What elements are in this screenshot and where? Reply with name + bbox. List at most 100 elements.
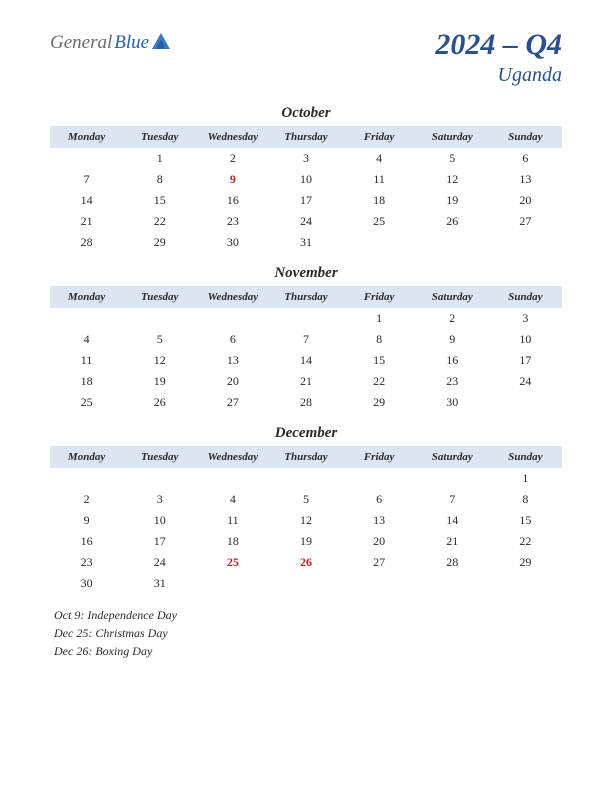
month-name: October: [50, 105, 562, 122]
calendar-cell: 11: [196, 510, 269, 531]
calendar-cell: 20: [489, 190, 562, 211]
calendar-cell: 25: [50, 392, 123, 413]
month-name: November: [50, 265, 562, 282]
calendar-cell: 3: [123, 489, 196, 510]
day-header: Sunday: [489, 446, 562, 468]
day-header: Tuesday: [123, 126, 196, 148]
month-block: DecemberMondayTuesdayWednesdayThursdayFr…: [50, 425, 562, 594]
calendar-cell: 31: [269, 232, 342, 253]
calendar-cell: 4: [343, 148, 416, 169]
calendar-cell: 26: [269, 552, 342, 573]
calendar-cell: 21: [50, 211, 123, 232]
day-header: Wednesday: [196, 446, 269, 468]
calendar-cell: 9: [50, 510, 123, 531]
logo-text-blue: Blue: [114, 32, 149, 54]
calendar-cell: 9: [196, 169, 269, 190]
calendar-cell: 17: [269, 190, 342, 211]
calendar-cell: 6: [343, 489, 416, 510]
calendar-row: 2345678: [50, 489, 562, 510]
logo: GeneralBlue: [50, 32, 170, 54]
day-header: Saturday: [416, 446, 489, 468]
calendar-cell: 30: [50, 573, 123, 594]
calendar-cell: 16: [50, 531, 123, 552]
calendar-cell: [269, 468, 342, 489]
calendar-cell: 28: [416, 552, 489, 573]
calendar-cell: 2: [50, 489, 123, 510]
calendar-cell: 17: [489, 350, 562, 371]
calendar-row: 123: [50, 308, 562, 329]
calendar-cell: 23: [50, 552, 123, 573]
calendar-cell: 2: [416, 308, 489, 329]
calendar-cell: 16: [196, 190, 269, 211]
calendar-cell: 8: [343, 329, 416, 350]
calendar-cell: 23: [196, 211, 269, 232]
calendar-cell: 8: [489, 489, 562, 510]
holiday-entry: Dec 26: Boxing Day: [54, 642, 562, 660]
title-main: 2024 – Q4: [435, 28, 562, 62]
calendar-cell: 8: [123, 169, 196, 190]
day-header: Sunday: [489, 126, 562, 148]
calendar-cell: 5: [123, 329, 196, 350]
calendar-cell: 4: [50, 329, 123, 350]
calendar-cell: 10: [269, 169, 342, 190]
calendar-cell: 17: [123, 531, 196, 552]
calendar-cell: 15: [123, 190, 196, 211]
day-header: Tuesday: [123, 286, 196, 308]
calendar-row: 14151617181920: [50, 190, 562, 211]
calendar-row: 9101112131415: [50, 510, 562, 531]
calendar-cell: 28: [50, 232, 123, 253]
calendar-cell: 24: [123, 552, 196, 573]
day-header: Saturday: [416, 286, 489, 308]
calendar-cell: 29: [123, 232, 196, 253]
calendar-cell: 22: [489, 531, 562, 552]
calendar-cell: [416, 468, 489, 489]
calendar-cell: 5: [269, 489, 342, 510]
calendar-row: 78910111213: [50, 169, 562, 190]
calendar-cell: 2: [196, 148, 269, 169]
month-block: NovemberMondayTuesdayWednesdayThursdayFr…: [50, 265, 562, 413]
calendar-cell: 25: [343, 211, 416, 232]
calendar-cell: 7: [269, 329, 342, 350]
calendar-cell: [196, 573, 269, 594]
logo-triangle-icon: [152, 33, 170, 54]
holidays-list: Oct 9: Independence DayDec 25: Christmas…: [50, 606, 562, 660]
calendar-cell: [196, 308, 269, 329]
calendar-cell: 22: [123, 211, 196, 232]
calendar-cell: 4: [196, 489, 269, 510]
calendar-cell: 5: [416, 148, 489, 169]
calendar-cell: [489, 573, 562, 594]
calendar-cell: 19: [416, 190, 489, 211]
calendar-cell: 10: [123, 510, 196, 531]
calendar-cell: 1: [123, 148, 196, 169]
calendar-cell: 18: [196, 531, 269, 552]
calendar-cell: [343, 232, 416, 253]
calendar-cell: 24: [489, 371, 562, 392]
calendar-cell: 20: [196, 371, 269, 392]
calendar-row: 21222324252627: [50, 211, 562, 232]
calendar-cell: [269, 308, 342, 329]
calendar-cell: [489, 392, 562, 413]
calendar-table: MondayTuesdayWednesdayThursdayFridaySatu…: [50, 446, 562, 594]
calendar-row: 18192021222324: [50, 371, 562, 392]
calendar-cell: [416, 573, 489, 594]
calendar-cell: 21: [416, 531, 489, 552]
calendar-row: 1: [50, 468, 562, 489]
calendar-cell: 26: [123, 392, 196, 413]
day-header: Tuesday: [123, 446, 196, 468]
logo-text-general: General: [50, 32, 112, 54]
day-header: Wednesday: [196, 286, 269, 308]
calendar-cell: 3: [489, 308, 562, 329]
holiday-entry: Dec 25: Christmas Day: [54, 624, 562, 642]
calendar-row: 123456: [50, 148, 562, 169]
calendar-cell: [489, 232, 562, 253]
day-header: Monday: [50, 286, 123, 308]
day-header: Friday: [343, 126, 416, 148]
calendar-cell: 25: [196, 552, 269, 573]
calendar-cell: 13: [343, 510, 416, 531]
calendar-row: 28293031: [50, 232, 562, 253]
header: GeneralBlue 2024 – Q4 Uganda: [50, 28, 562, 87]
calendar-cell: [343, 573, 416, 594]
calendar-cell: 22: [343, 371, 416, 392]
calendar-cell: [416, 232, 489, 253]
calendar-cell: 29: [343, 392, 416, 413]
